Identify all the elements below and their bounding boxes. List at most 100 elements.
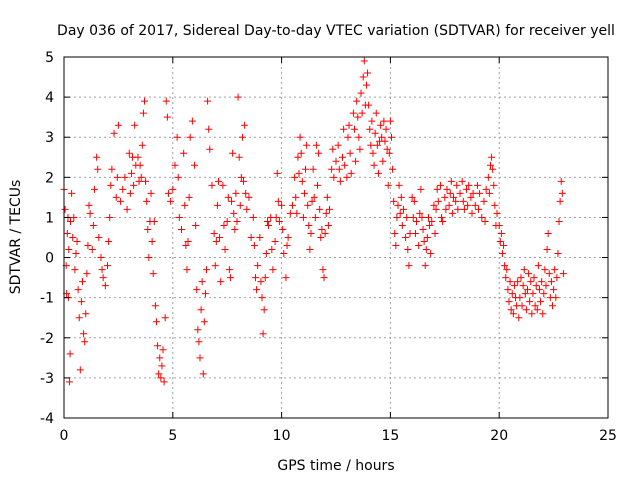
data-point (125, 149, 133, 157)
data-point (323, 193, 331, 201)
data-point (527, 278, 535, 286)
data-point (185, 193, 193, 201)
data-point (488, 153, 496, 161)
data-point (319, 266, 327, 274)
data-point (366, 125, 374, 133)
data-point (385, 149, 393, 157)
data-point (80, 330, 88, 338)
x-tick-label: 5 (168, 428, 177, 444)
data-point (482, 185, 490, 193)
data-point (303, 141, 311, 149)
data-point (259, 330, 267, 338)
data-point (151, 302, 159, 310)
data-point (78, 278, 86, 286)
data-point (508, 290, 516, 298)
y-tick-label: -3 (40, 371, 54, 387)
data-point (229, 149, 237, 157)
data-point (86, 209, 94, 217)
data-point (465, 181, 473, 189)
data-point (393, 213, 401, 221)
data-point (219, 181, 227, 189)
data-point (293, 209, 301, 217)
data-point (99, 274, 107, 282)
x-tick-label: 15 (381, 428, 399, 444)
data-point (446, 189, 454, 197)
data-point (230, 209, 238, 217)
data-point (515, 314, 523, 322)
data-point (131, 121, 139, 129)
data-point (557, 177, 565, 185)
data-point (359, 73, 367, 81)
data-point (98, 266, 106, 274)
data-point (364, 69, 372, 77)
data-point (347, 169, 355, 177)
data-point (247, 234, 255, 241)
data-point (88, 246, 96, 254)
data-point (315, 149, 323, 157)
data-point (269, 266, 277, 274)
data-point (104, 262, 112, 270)
data-point (408, 193, 416, 201)
data-point (506, 278, 514, 286)
data-point (427, 250, 435, 258)
data-point (253, 286, 261, 294)
data-point (152, 318, 160, 326)
data-point (540, 290, 548, 298)
data-point (365, 101, 373, 109)
data-point (411, 229, 419, 237)
data-point (159, 346, 167, 354)
data-point (341, 161, 349, 169)
data-point (188, 117, 196, 125)
data-point (235, 153, 243, 161)
data-point (454, 205, 462, 213)
data-point (297, 149, 305, 157)
data-point (70, 213, 78, 221)
data-point (72, 250, 80, 258)
data-point (510, 282, 518, 290)
data-point (334, 141, 342, 149)
data-point (534, 262, 542, 270)
data-point (352, 157, 360, 165)
data-point (525, 270, 533, 278)
data-point (262, 250, 270, 258)
data-point (509, 310, 517, 318)
y-axis-label: SDTVAR / TECUs (8, 180, 24, 295)
data-point (456, 189, 464, 197)
data-point (154, 342, 162, 350)
data-point (373, 141, 381, 149)
data-point (139, 109, 147, 117)
data-point (117, 197, 125, 205)
data-point (65, 246, 73, 254)
data-point (110, 129, 118, 137)
data-point (163, 113, 171, 121)
data-point (263, 217, 271, 225)
data-point (453, 181, 461, 189)
data-point (112, 193, 120, 201)
data-point (251, 274, 259, 282)
data-point (518, 302, 526, 310)
y-tick-label: -4 (40, 411, 54, 427)
data-point (137, 173, 145, 181)
data-point (257, 278, 265, 286)
data-point (478, 213, 486, 221)
data-point (369, 149, 377, 157)
data-point (286, 209, 294, 217)
data-point (149, 270, 157, 278)
data-point (328, 165, 336, 173)
data-point (419, 225, 427, 233)
x-tick-label: 10 (273, 428, 291, 444)
data-point (558, 189, 566, 197)
data-point (67, 217, 75, 225)
data-point (514, 278, 522, 286)
data-point (372, 109, 380, 117)
data-point (430, 201, 438, 209)
data-point (433, 185, 441, 193)
data-point (520, 266, 528, 274)
data-point (141, 97, 149, 105)
data-point (522, 306, 530, 314)
data-point (504, 286, 512, 294)
data-point (496, 238, 504, 246)
data-point (242, 189, 250, 197)
data-point (320, 274, 328, 282)
